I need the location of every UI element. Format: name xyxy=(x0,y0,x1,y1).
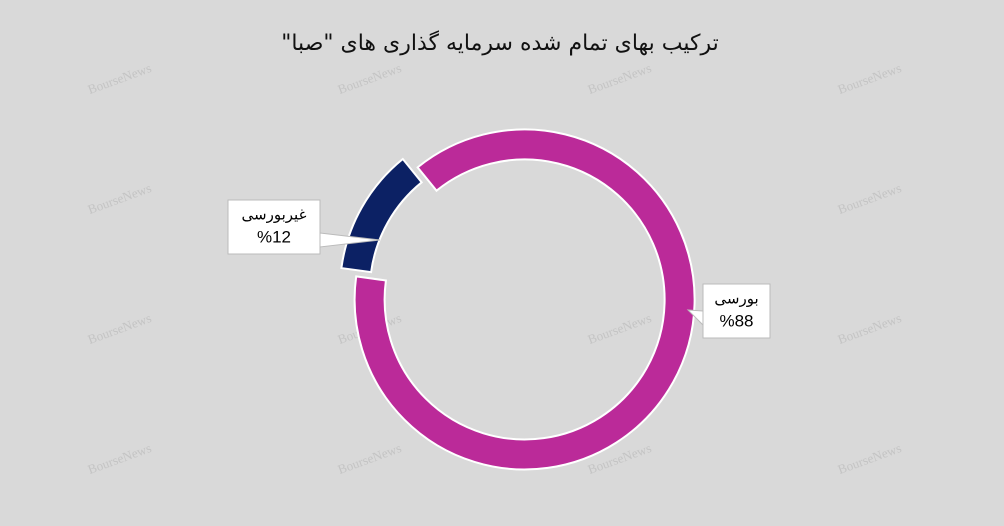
chart-title: ترکیب بهای تمام شده سرمایه گذاری های "صب… xyxy=(281,30,719,56)
data-label-name: غیربورسی xyxy=(242,206,307,224)
donut-slice xyxy=(340,157,424,274)
callout-box xyxy=(702,283,771,339)
data-label-value: %88 xyxy=(719,311,753,330)
data-label-value: %12 xyxy=(257,227,291,246)
donut-slice xyxy=(353,128,696,471)
callout-box xyxy=(227,199,321,255)
data-label-name: بورسی xyxy=(714,290,758,308)
